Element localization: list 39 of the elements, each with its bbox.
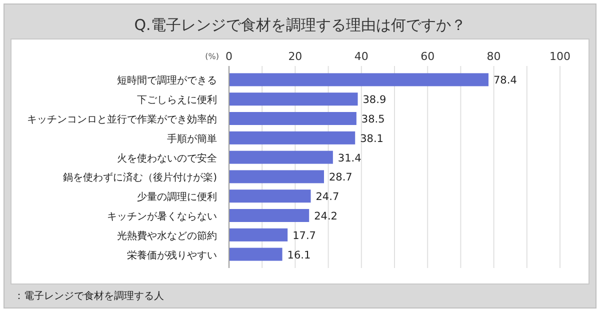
bar bbox=[229, 170, 324, 184]
data-label: 78.4 bbox=[494, 74, 518, 87]
data-label: 17.7 bbox=[292, 230, 316, 242]
y-tick-label: 栄養価が残りやすい bbox=[127, 249, 217, 262]
y-tick-label: 下ごしらえに便利 bbox=[137, 94, 217, 106]
x-tick-label: 100 bbox=[550, 50, 570, 63]
x-tick-label: 40 bbox=[354, 50, 368, 63]
bar bbox=[229, 131, 356, 144]
data-label: 24.7 bbox=[316, 191, 340, 204]
bar bbox=[229, 73, 489, 86]
bar bbox=[229, 248, 282, 261]
x-tick-label: 0 bbox=[226, 50, 232, 63]
y-tick-label: 光熱費や水などの節約 bbox=[117, 230, 217, 242]
y-tick-label: キッチンコンロと並行で作業ができ効率的 bbox=[27, 114, 217, 126]
bar bbox=[229, 228, 288, 242]
y-tick-label: 少量の調理に便利 bbox=[137, 191, 217, 204]
data-label: 28.7 bbox=[328, 172, 352, 184]
data-label: 31.4 bbox=[338, 152, 362, 164]
data-label: 38.9 bbox=[362, 94, 386, 106]
bar bbox=[229, 112, 356, 125]
y-tick-label: 鍋を使わずに済む（後片付けが楽) bbox=[63, 172, 218, 184]
x-tick-label: 80 bbox=[486, 50, 501, 63]
bar bbox=[229, 92, 358, 106]
y-tick-label: キッチンが暑くならない bbox=[107, 212, 217, 222]
y-tick-label: 手順が簡単 bbox=[167, 132, 217, 145]
chart-title: Q.電子レンジで食材を調理する理由は何ですか？ bbox=[134, 16, 466, 34]
data-label: 16.1 bbox=[287, 249, 311, 262]
y-tick-label: 火を使わないので安全 bbox=[117, 152, 217, 164]
bar bbox=[229, 150, 333, 164]
data-label: 24.2 bbox=[314, 210, 338, 222]
text: ：電子レンジで食材を調理する人 bbox=[14, 290, 164, 302]
bar bbox=[229, 209, 310, 222]
bar bbox=[229, 190, 311, 203]
x-axis-title: (%) bbox=[205, 52, 219, 61]
data-label: 38.5 bbox=[361, 114, 385, 126]
data-label: 38.1 bbox=[360, 132, 384, 145]
y-tick-label: 短時間で調理ができる bbox=[117, 74, 217, 87]
x-tick-label: 60 bbox=[420, 50, 435, 63]
x-tick-label: 20 bbox=[288, 50, 302, 63]
